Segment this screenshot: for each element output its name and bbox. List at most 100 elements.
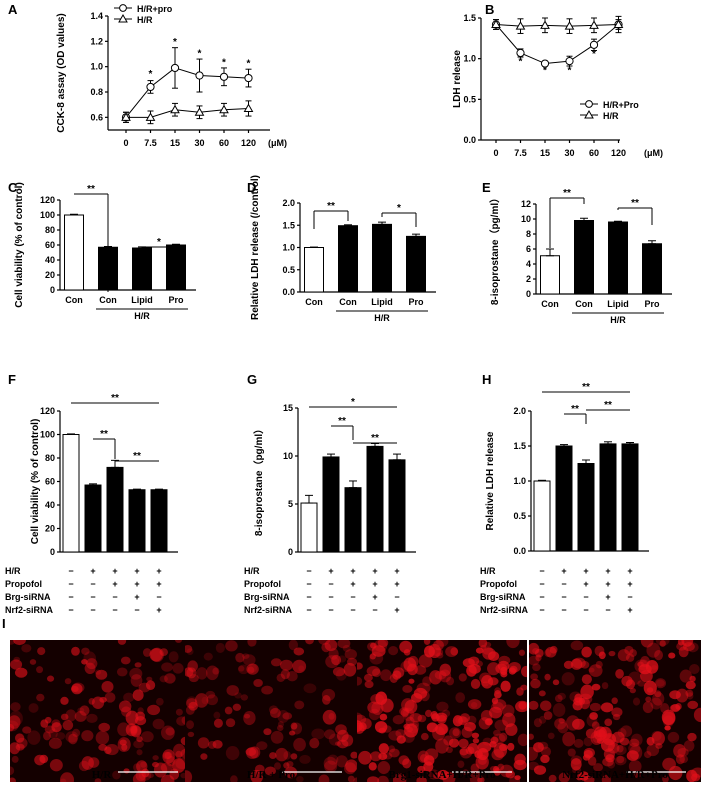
y-tick-label: 10 (521, 214, 531, 224)
cell (654, 650, 664, 661)
cell (540, 700, 552, 712)
cell (10, 715, 21, 729)
bar-5 (150, 489, 168, 553)
cell (489, 765, 499, 773)
cell (119, 739, 127, 746)
treatment-mark: + (627, 605, 632, 615)
cell (637, 680, 646, 687)
cell (160, 762, 173, 773)
bar-4 (366, 445, 384, 553)
cell (160, 725, 175, 740)
cell (270, 730, 284, 744)
cell (552, 702, 566, 717)
cell-layer (357, 640, 527, 782)
cell (537, 741, 549, 750)
series-line-H/R+Pro (495, 24, 619, 65)
cell (81, 659, 88, 665)
treatment-mark: − (156, 592, 161, 602)
cell (412, 720, 420, 728)
cell (448, 727, 462, 739)
cell (235, 652, 245, 663)
bar-lipid (608, 221, 628, 295)
y-tick-label: 80 (45, 225, 55, 235)
cell (403, 657, 417, 672)
data-point (170, 104, 180, 114)
cell (488, 706, 503, 719)
bar-con (574, 220, 594, 295)
x-tick-label: Pro (644, 299, 660, 309)
x-tick-label: 30 (564, 148, 574, 158)
cell (624, 645, 634, 655)
x-unit-label: (μM) (268, 138, 287, 148)
bar-con (64, 214, 84, 291)
cell (439, 663, 452, 677)
cell (324, 760, 338, 773)
cell (276, 724, 284, 732)
cell (172, 663, 184, 674)
y-tick-label: 1.5 (463, 13, 476, 23)
treatment-mark: + (112, 579, 117, 589)
cell (169, 768, 180, 780)
treatment-mark: − (306, 605, 311, 615)
cell (83, 651, 97, 666)
y-tick-label: 40 (45, 500, 55, 510)
data-point (589, 40, 599, 49)
cell (242, 653, 250, 660)
treatment-mark: + (583, 579, 588, 589)
cell (60, 778, 67, 782)
cell (400, 708, 409, 718)
panel-letter-I: I (2, 616, 6, 631)
cell (430, 711, 438, 720)
cell (274, 762, 282, 770)
cell (65, 709, 77, 722)
cell (396, 735, 406, 744)
bar-2 (322, 456, 340, 553)
cell (437, 769, 450, 780)
cell (188, 701, 198, 711)
bar-2 (555, 445, 573, 552)
cell (11, 755, 19, 763)
cell (643, 750, 652, 759)
treatment-mark: − (350, 605, 355, 615)
treatment-row-label: H/R (5, 566, 21, 576)
cell (491, 697, 499, 705)
cell (572, 657, 586, 669)
cell (517, 733, 527, 747)
treatment-mark: + (394, 605, 399, 615)
significance-label: ** (327, 201, 335, 212)
bar-con (338, 225, 358, 293)
cell (441, 709, 451, 718)
cell (629, 745, 643, 761)
cell (378, 752, 388, 761)
cell (244, 713, 251, 719)
cell (77, 707, 85, 713)
cell (628, 742, 641, 755)
cell (342, 644, 351, 652)
cell (685, 689, 694, 697)
treatment-mark: − (134, 605, 139, 615)
cell (186, 720, 194, 730)
data-point (170, 63, 180, 73)
cell (420, 732, 429, 741)
legend-label: H/R+pro (137, 4, 173, 14)
cell (238, 665, 245, 672)
cell (675, 754, 685, 765)
legend-label: H/R+Pro (603, 100, 639, 110)
y-tick-label: 120 (40, 195, 55, 205)
cell (402, 707, 415, 722)
y-tick-label: 0 (288, 547, 293, 557)
cell (655, 640, 670, 646)
cell (481, 675, 494, 689)
cell (60, 696, 69, 705)
cell (243, 710, 256, 726)
significance-star: * (247, 59, 251, 70)
cell (468, 664, 481, 674)
cell (290, 753, 298, 760)
cell (581, 646, 592, 658)
cell (290, 722, 298, 730)
cell (388, 748, 400, 758)
cell (123, 692, 135, 703)
cell (322, 709, 337, 725)
cell (368, 762, 377, 771)
cell (607, 760, 616, 769)
